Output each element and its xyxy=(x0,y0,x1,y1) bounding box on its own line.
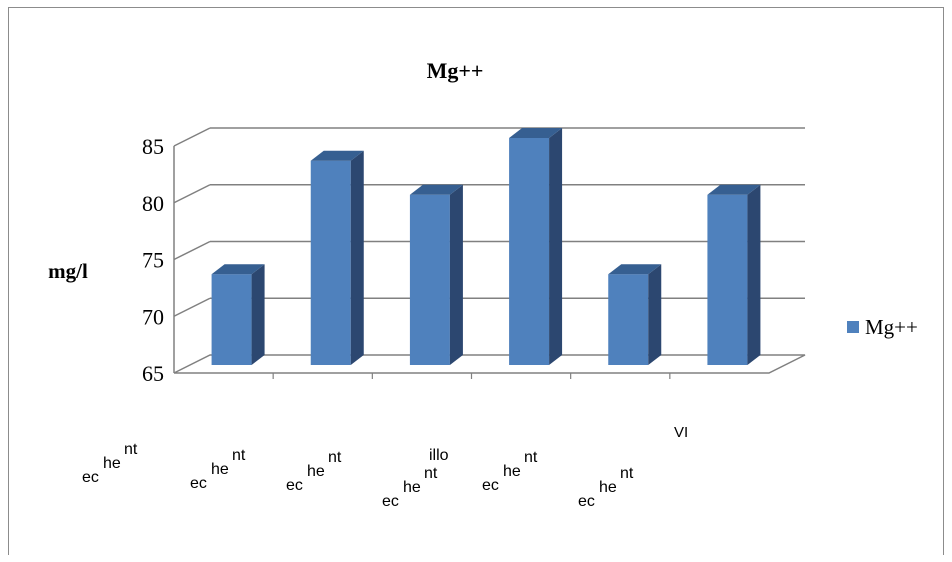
gridline-diagonal xyxy=(173,127,211,147)
x-category-label-part: nt xyxy=(524,449,538,466)
x-category-label-part: ec xyxy=(482,477,499,494)
bar-side xyxy=(350,150,364,365)
y-tick-label: 80 xyxy=(142,191,164,216)
extra-axis-label: VI xyxy=(674,424,688,441)
y-tick-label: 65 xyxy=(142,361,164,386)
bar-top xyxy=(608,264,662,275)
y-axis-label: mg/l xyxy=(48,259,88,283)
bar-side xyxy=(251,264,265,365)
x-category-label-part: he xyxy=(503,463,521,480)
x-category-label-part: nt xyxy=(232,447,246,464)
gridlines xyxy=(173,127,805,317)
x-category-label-part: he xyxy=(211,461,229,478)
x-category-label-part: he xyxy=(103,455,121,472)
bar-front xyxy=(409,194,450,365)
bar-front xyxy=(211,274,252,365)
chart-title: Mg++ xyxy=(427,58,484,83)
x-category-label-part: nt xyxy=(328,449,342,466)
x-category-label-part: ec xyxy=(578,493,595,510)
bar xyxy=(310,150,364,365)
gridline-diagonal xyxy=(173,297,211,317)
bar xyxy=(211,264,265,365)
bar xyxy=(608,264,662,365)
x-category-label-part: nt xyxy=(424,465,438,482)
bar-front xyxy=(509,138,550,365)
x-category-label-part: ec xyxy=(382,493,399,510)
x-category-label-part: he xyxy=(403,479,421,496)
bar-top xyxy=(310,150,364,161)
bar-front xyxy=(608,274,649,365)
y-tick-label: 70 xyxy=(142,304,164,329)
gridline-diagonal xyxy=(173,184,211,204)
legend-label: Mg++ xyxy=(865,315,918,339)
y-tick-label: 75 xyxy=(142,248,164,273)
bar-top xyxy=(707,184,761,195)
legend: Mg++ xyxy=(847,315,918,339)
gridline-diagonal xyxy=(173,240,211,261)
x-category-label-part: he xyxy=(307,463,325,480)
bar-side xyxy=(747,184,761,365)
bar-side xyxy=(549,128,563,365)
bar xyxy=(509,128,563,365)
bar-top xyxy=(509,128,563,138)
x-category-label-part: nt xyxy=(124,441,138,458)
bar-front xyxy=(707,194,748,365)
bar-side xyxy=(648,264,662,365)
x-category-label-part: nt xyxy=(620,465,634,482)
bar-top xyxy=(211,264,265,275)
y-tick-labels: 65 70 75 80 85 xyxy=(142,134,164,386)
bar-front xyxy=(310,160,351,365)
bars xyxy=(211,128,761,365)
x-category-label-part: he xyxy=(599,479,617,496)
x-category-label-part: ec xyxy=(190,475,207,492)
chart-frame xyxy=(8,7,944,555)
bar-side xyxy=(449,184,463,365)
bar-top xyxy=(409,184,463,195)
legend-swatch xyxy=(847,321,859,333)
x-category-label-part: illo xyxy=(429,447,449,464)
bar xyxy=(707,184,761,365)
x-category-label-part: ec xyxy=(82,469,99,486)
x-category-label-part: ec xyxy=(286,477,303,494)
bar xyxy=(409,184,463,365)
y-tick-label: 85 xyxy=(142,134,164,159)
